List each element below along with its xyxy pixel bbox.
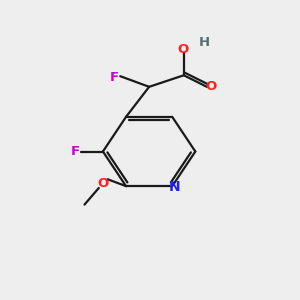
Text: F: F: [70, 145, 80, 158]
Text: H: H: [199, 36, 210, 50]
Text: F: F: [110, 71, 119, 84]
Text: O: O: [205, 80, 216, 93]
Text: O: O: [177, 44, 188, 56]
Text: O: O: [97, 177, 109, 190]
Text: N: N: [169, 180, 181, 194]
